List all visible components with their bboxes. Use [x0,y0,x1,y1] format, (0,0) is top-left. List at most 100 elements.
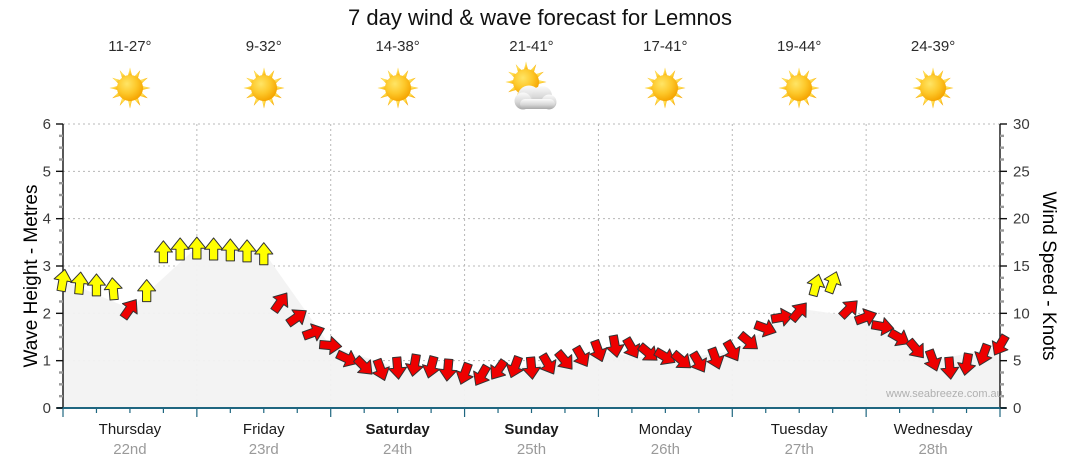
axis-ticks: 0 1 2 3 4 5 6 0 5 10 15 20 25 30 [43,116,1030,417]
wind-arrow [455,361,474,385]
wind-arrow [622,336,641,359]
wind-arrow [237,239,257,263]
temperature-range: 21-41° [509,38,554,55]
temperature-range: 17-41° [643,38,688,55]
day-footer-monday: Monday 26th [598,420,732,460]
temperature-range: 9-32° [245,38,282,55]
wind-arrow-glyph [991,333,1010,356]
day-name: Thursday [98,421,162,438]
wind-arrow-glyph [371,357,390,381]
wind-arrow [254,242,274,266]
wind-arrow-glyph [905,337,924,359]
wind-arrow [924,348,942,372]
wind-arrow [991,333,1010,356]
temperature-range: 14-38° [375,38,420,55]
wind-arrow [605,334,625,358]
day-footer-sunday: Sunday 25th [465,420,599,460]
watermark: www.seabreeze.com.au [886,388,1003,400]
day-date: 25th [516,441,547,458]
sun-cloud-icon [505,61,557,110]
left-tick-label: 3 [43,258,51,275]
sun-icon [778,67,820,109]
wind-arrow-glyph [554,349,573,370]
wind-arrow-glyph [170,237,190,261]
wind-arrow [522,356,541,380]
wind-arrow [974,342,993,366]
wind-arrow [170,237,190,261]
wind-arrow [86,273,106,297]
day-header-saturday: 14-38° [331,38,465,117]
page-title: 7 day wind & wave forecast for Lemnos [348,5,732,30]
wind-arrow-glyph [490,358,509,380]
wind-arrow [905,337,924,359]
wind-arrow [737,330,758,350]
wind-arrow [490,358,509,380]
wind-arrow-glyph [806,273,826,298]
day-date: 24th [383,441,413,458]
day-date: 26th [650,441,680,458]
wind-arrow-glyph [706,346,725,370]
left-tick-label: 5 [43,163,51,180]
day-footer-thursday: Thursday 22nd [63,420,197,460]
wind-arrow-glyph [924,348,942,372]
day-header-wednesday: 24-39° [866,38,1000,117]
right-tick-label: 0 [1013,400,1021,417]
wave-height-area [63,247,1000,408]
wind-arrow [318,336,343,355]
wind-arrow-glyph [153,240,173,264]
wind-arrow [301,323,325,342]
day-header-friday: 9-32° [197,38,331,117]
wind-arrow [352,355,373,375]
wind-arrow-glyph [974,342,993,366]
wind-arrow-glyph [670,349,692,369]
day-name: Monday [638,421,693,438]
wind-arrow-glyph [318,336,343,355]
wind-arrow [853,308,877,327]
wind-arrow [285,309,307,328]
wind-arrow-glyph [770,307,794,327]
wind-arrow [957,352,976,376]
left-tick-label: 2 [43,305,51,322]
wind-arrow-glyph [622,336,641,359]
wind-arrow-glyph [405,353,424,377]
day-footer-saturday: Saturday 24th [331,420,465,460]
wind-arrow-glyph [637,342,658,361]
day-header-strip: 11-27° 9-32° 14-38° 21-41° 17-41° 19-44° 24-39… [63,38,1000,123]
temperature-range: 24-39° [910,38,956,55]
wind-arrow-glyph [870,317,895,336]
right-tick-label: 15 [1013,258,1030,275]
wind-arrow [473,363,491,386]
wind-arrow-glyph [940,356,960,380]
wind-arrow-glyph [957,352,976,376]
wind-arrow [505,355,524,379]
day-date: 22nd [113,441,147,458]
day-name: Sunday [504,421,559,438]
wind-arrow-glyph [823,271,842,295]
sun-icon [377,67,419,109]
right-tick-label: 30 [1013,116,1030,133]
sun-icon [109,67,151,109]
wind-arrow [788,302,807,324]
sun-icon [644,67,686,109]
wind-arrow-glyph [853,308,877,327]
day-header-thursday: 11-27° [63,38,197,117]
wind-arrow [940,356,960,380]
sun-icon [912,67,954,109]
wind-arrow-glyph [473,363,491,386]
wind-arrow [270,292,289,314]
day-footer-wednesday: Wednesday 28th [866,420,1000,460]
wind-arrow [838,300,858,320]
wind-arrow-glyph [137,279,157,303]
day-header-tuesday: 19-44° [732,38,866,117]
wind-arrow-glyph [737,330,758,350]
wind-arrow [335,349,358,368]
wind-arrow-glyph [538,352,557,375]
day-date: 23rd [248,441,279,458]
wind-arrow [137,279,157,303]
day-date: 27th [784,441,814,458]
wind-arrow [653,347,676,366]
wind-arrow-glyph [119,299,138,321]
sun-icon [243,67,285,109]
